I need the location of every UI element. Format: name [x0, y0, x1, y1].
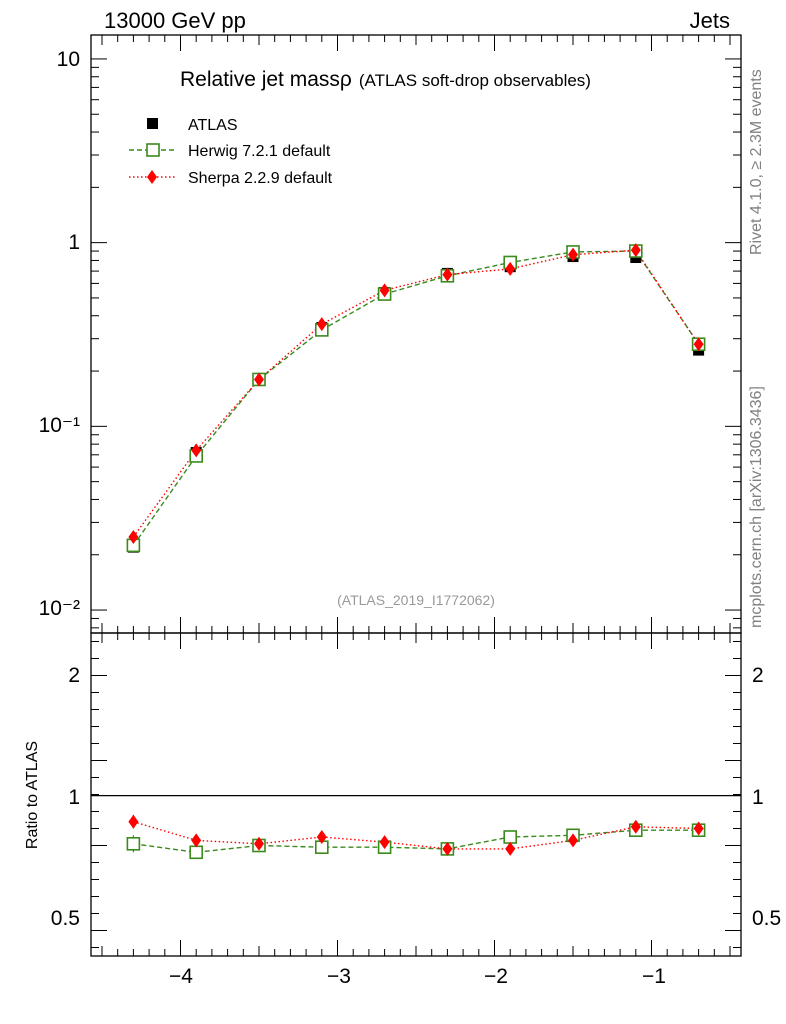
herwig-ratio-point — [126, 836, 141, 851]
xtick-label: −3 — [327, 965, 351, 988]
sherpa-line — [132, 249, 700, 538]
header-left-label: 13000 GeV pp — [104, 8, 246, 33]
sherpa-ratio-point — [128, 814, 139, 829]
sherpa-point — [568, 247, 579, 262]
herwig-ratio-point — [189, 845, 203, 860]
ratio-ytick-label-right: 2 — [752, 664, 764, 687]
sherpa-point — [316, 317, 327, 332]
header-right-label: Jets — [690, 8, 730, 33]
sherpa-ratio-point — [442, 841, 453, 856]
sherpa-point — [128, 529, 139, 544]
legend-label-herwig: Herwig 7.2.1 default — [188, 143, 331, 160]
main-series-layer — [126, 243, 706, 553]
sherpa-point — [693, 337, 704, 352]
legend-marker-herwig — [146, 143, 160, 157]
sherpa-point — [505, 261, 516, 276]
x-axis-ticks — [101, 35, 731, 956]
sherpa-ratio-point — [379, 835, 390, 850]
ratio-series-layer — [126, 814, 706, 860]
herwig-line — [132, 250, 700, 546]
rivet-version-label: Rivet 4.1.0, ≥ 2.3M events — [748, 69, 765, 255]
sherpa-ratio-point — [505, 841, 516, 856]
ratio-ytick-label: 2 — [68, 664, 80, 687]
xtick-label: −1 — [642, 965, 666, 988]
chart-title-main: Relative jet mass — [180, 68, 340, 91]
main-ytick-label: 10⁻² — [39, 597, 80, 620]
xtick-label: −2 — [484, 965, 508, 988]
main-ytick-label: 10⁻¹ — [39, 414, 80, 437]
legend: ATLAS Herwig 7.2.1 default Sherpa 2.2.9 … — [129, 117, 333, 187]
sherpa-point — [630, 243, 641, 258]
herwig-ratio-line — [133, 829, 699, 854]
ratio-ytick-label-right: 1 — [752, 786, 764, 809]
ratio-ytick-label: 1 — [68, 786, 80, 809]
legend-marker-atlas — [147, 118, 158, 129]
legend-marker-sherpa — [147, 170, 157, 184]
sherpa-point — [442, 267, 453, 282]
analysis-id-watermark: (ATLAS_2019_I1772062) — [337, 592, 495, 608]
ratio-y-axis-ticks — [91, 641, 741, 948]
main-y-axis-ticks — [91, 58, 741, 629]
sherpa-ratio-point — [693, 821, 704, 836]
sherpa-point — [253, 372, 264, 387]
chart-title: Relative jet massρ (ATLAS soft-drop obser… — [180, 68, 591, 91]
xtick-label: −4 — [169, 965, 193, 988]
ratio-ytick-label-right: 0.5 — [752, 907, 781, 930]
chart-title-symbol: ρ — [340, 68, 352, 91]
main-ytick-label: 1 — [68, 231, 80, 254]
main-ytick-label: 10 — [57, 48, 80, 71]
sherpa-ratio-point — [316, 830, 327, 844]
legend-label-sherpa: Sherpa 2.2.9 default — [188, 170, 333, 187]
sherpa-ratio-point — [568, 833, 579, 848]
ratio-ytick-label: 0.5 — [51, 907, 80, 930]
herwig-ratio-point — [503, 830, 518, 844]
ratio-ylabel: Ratio to ATLAS — [24, 741, 41, 849]
legend-label-atlas: ATLAS — [188, 117, 238, 134]
chart-subtitle: (ATLAS soft-drop observables) — [359, 71, 591, 90]
sherpa-ratio-line — [133, 821, 699, 850]
sherpa-ratio-point — [191, 833, 202, 848]
ratio-panel-frame — [90, 632, 742, 957]
sherpa-ratio-point — [253, 836, 264, 851]
sherpa-point — [191, 443, 202, 458]
sherpa-point — [379, 283, 390, 298]
sherpa-ratio-point — [630, 819, 641, 834]
mcplots-label: mcplots.cern.ch [arXiv:1306.3436] — [748, 386, 765, 628]
